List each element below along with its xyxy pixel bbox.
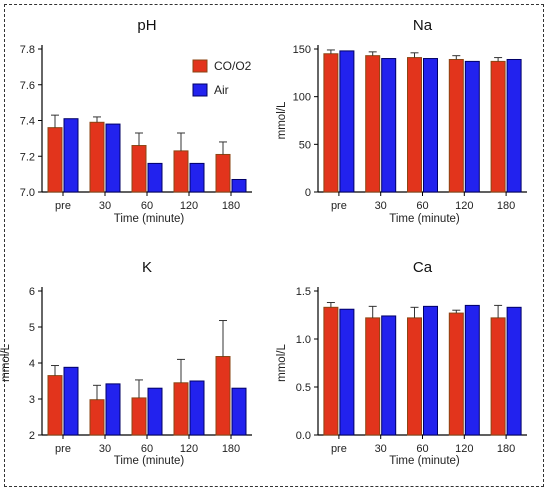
bar-0-air-3 xyxy=(189,162,205,193)
bar-2-co-o2-4 xyxy=(215,356,231,436)
x-axis-title-2: Time (minute) xyxy=(114,455,185,467)
bar-2-air-3 xyxy=(189,380,205,436)
y-tick-label-2-3: 5 xyxy=(29,322,35,334)
bar-0-air-4 xyxy=(231,178,247,193)
x-tick-label-0-1: 30 xyxy=(99,200,111,212)
x-tick-label-2-3: 120 xyxy=(180,443,198,455)
bar-3-air-2 xyxy=(423,305,438,436)
x-tick-label-3-1: 30 xyxy=(375,443,387,455)
y-tick-label-1-0: 0 xyxy=(305,187,311,199)
y-tick-label-2-4: 6 xyxy=(29,286,35,298)
bar-1-air-4 xyxy=(506,58,522,193)
bar-1-air-2 xyxy=(423,58,438,193)
x-tick-label-3-4: 180 xyxy=(497,443,515,455)
bar-2-co-o2-3 xyxy=(173,382,189,436)
x-tick-label-2-4: 180 xyxy=(222,443,240,455)
x-tick-label-0-2: 60 xyxy=(141,200,153,212)
y-tick-label-0-1: 7.2 xyxy=(20,151,35,163)
x-tick-label-2-2: 60 xyxy=(141,443,153,455)
bar-2-co-o2-2 xyxy=(131,397,147,436)
bar-0-co-o2-3 xyxy=(173,150,189,193)
bar-0-co-o2-1 xyxy=(89,121,105,193)
chart-title-2: K xyxy=(142,259,152,276)
bar-3-air-4 xyxy=(506,306,522,436)
x-tick-label-1-1: 30 xyxy=(375,200,387,212)
y-tick-label-2-1: 3 xyxy=(29,394,35,406)
x-tick-label-2-1: 30 xyxy=(99,443,111,455)
x-tick-label-1-3: 120 xyxy=(455,200,473,212)
y-tick-label-2-0: 2 xyxy=(29,430,35,442)
bar-3-co-o2-3 xyxy=(448,312,464,436)
x-tick-label-3-0: pre xyxy=(331,443,347,455)
chart-title-3: Ca xyxy=(413,259,433,276)
y-tick-label-3-2: 1.0 xyxy=(296,334,311,346)
bar-1-co-o2-2 xyxy=(407,57,422,193)
x-tick-label-0-0: pre xyxy=(55,200,71,212)
x-tick-label-2-0: pre xyxy=(55,443,71,455)
y-tick-label-0-2: 7.4 xyxy=(20,116,35,128)
legend-swatch-co_o2 xyxy=(192,59,208,73)
x-tick-label-0-3: 120 xyxy=(180,200,198,212)
y-tick-label-1-1: 50 xyxy=(299,139,311,151)
bar-0-co-o2-4 xyxy=(215,153,231,193)
y-tick-label-2-2: 4 xyxy=(29,358,35,370)
bar-2-air-1 xyxy=(105,383,121,436)
figure-frame xyxy=(4,4,544,487)
bar-0-air-2 xyxy=(147,162,163,193)
bar-3-co-o2-0 xyxy=(323,306,339,436)
bar-0-co-o2-0 xyxy=(47,127,63,193)
x-tick-label-1-4: 180 xyxy=(497,200,515,212)
legend-label-co_o2: CO/O2 xyxy=(214,59,252,73)
bar-0-air-1 xyxy=(105,123,121,193)
bar-1-air-3 xyxy=(464,60,480,193)
x-tick-label-1-2: 60 xyxy=(416,200,428,212)
bar-2-air-4 xyxy=(231,387,247,436)
x-tick-label-3-2: 60 xyxy=(416,443,428,455)
bar-2-air-2 xyxy=(147,387,163,436)
bar-3-co-o2-2 xyxy=(407,317,422,436)
bar-1-co-o2-1 xyxy=(365,55,381,193)
x-axis-title-0: Time (minute) xyxy=(114,213,185,225)
bar-3-co-o2-4 xyxy=(490,317,506,436)
bar-2-air-0 xyxy=(63,366,79,436)
bar-1-co-o2-3 xyxy=(448,58,464,193)
y-tick-label-3-3: 1.5 xyxy=(296,286,311,298)
y-tick-label-3-0: 0.0 xyxy=(296,430,311,442)
bar-3-air-3 xyxy=(464,304,480,436)
chart-title-1: Na xyxy=(413,17,433,34)
y-tick-label-1-3: 150 xyxy=(293,44,311,56)
bar-1-co-o2-0 xyxy=(323,53,339,193)
x-axis-title-1: Time (minute) xyxy=(389,213,460,225)
x-axis-title-3: Time (minute) xyxy=(389,455,460,467)
y-tick-label-3-1: 0.5 xyxy=(296,382,311,394)
bar-0-air-0 xyxy=(63,118,79,193)
y-axis-title-1: mmol/L xyxy=(276,101,288,139)
bar-2-co-o2-0 xyxy=(47,375,63,436)
bar-3-air-1 xyxy=(381,315,397,436)
y-tick-label-1-2: 100 xyxy=(293,92,311,104)
bar-1-air-1 xyxy=(381,58,397,193)
x-tick-label-1-0: pre xyxy=(331,200,347,212)
y-axis-title-3: mmol/L xyxy=(276,344,288,382)
y-tick-label-0-3: 7.6 xyxy=(20,80,35,92)
bar-2-co-o2-1 xyxy=(89,399,105,436)
x-tick-label-3-3: 120 xyxy=(455,443,473,455)
bar-1-co-o2-4 xyxy=(490,60,506,193)
y-tick-label-0-4: 7.8 xyxy=(20,44,35,56)
bar-0-co-o2-2 xyxy=(131,145,147,193)
bar-3-air-0 xyxy=(339,308,355,436)
bar-1-air-0 xyxy=(339,50,355,193)
legend-swatch-air xyxy=(192,83,208,97)
y-tick-label-0-0: 7.0 xyxy=(20,187,35,199)
legend-label-air: Air xyxy=(214,83,229,97)
bar-3-co-o2-1 xyxy=(365,317,381,436)
y-axis-title-2: mmol/L xyxy=(0,344,12,382)
x-tick-label-0-4: 180 xyxy=(222,200,240,212)
chart-title-0: pH xyxy=(137,17,156,34)
